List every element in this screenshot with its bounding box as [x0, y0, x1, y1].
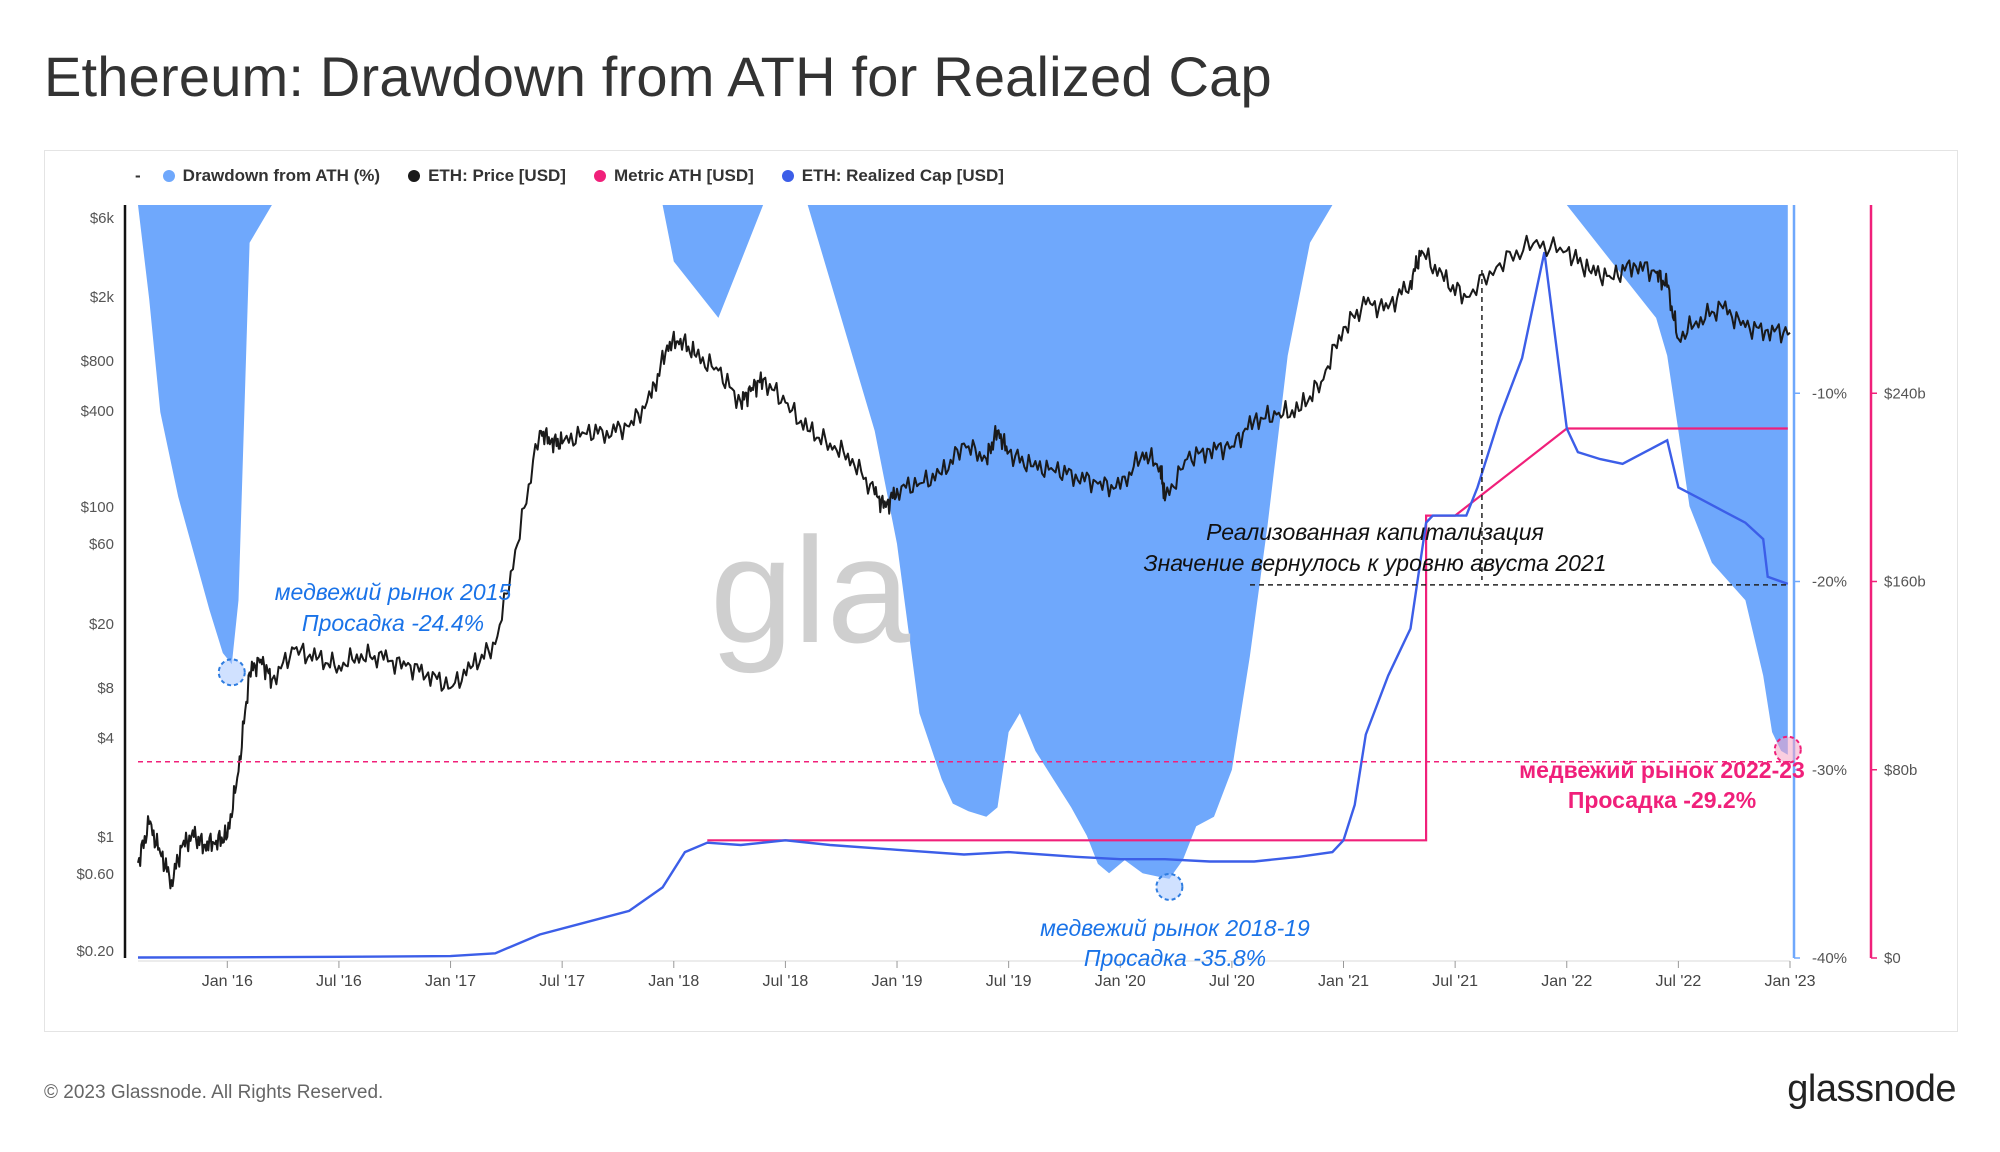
x-tick-label: Jul '16 [316, 973, 362, 990]
brand-logo: glassnode [1787, 1068, 1956, 1110]
bear-2022-title: медвежий рынок 2022-23 [1519, 757, 1805, 783]
price-line [137, 234, 1791, 890]
y-drawdown-tick-label: -20% [1812, 574, 1847, 591]
bear-2015-drawdown: Просадка -24.4% [302, 610, 484, 636]
legend-label: Metric ATH [USD] [613, 166, 754, 185]
y-realized-tick-label: $0 [1884, 950, 1901, 967]
bear-2022-marker [1773, 735, 1802, 764]
x-tick-label: Jan '20 [1095, 973, 1146, 990]
y-left-tick-label: $2k [90, 289, 115, 306]
copyright-text: © 2023 Glassnode. All Rights Reserved. [44, 1082, 384, 1103]
x-tick-label: Jul '18 [763, 973, 809, 990]
x-tick-label: Jan '16 [202, 973, 253, 990]
x-tick-label: Jul '21 [1432, 973, 1478, 990]
axes: $6k $2k $800 $400 $100 $60 $20 $8 $4 $1 $0.60 $0.20… [76, 205, 1926, 990]
drawdown-area [138, 205, 1788, 879]
realized-note-line1: Реализованная капитализация [1206, 519, 1544, 545]
y-drawdown-tick-label: -30% [1812, 762, 1847, 779]
x-tick-label: Jan '23 [1764, 973, 1815, 990]
bear-2015-marker [217, 658, 246, 687]
y-left-tick-label: $0.20 [76, 943, 114, 960]
y-left-tick-label: $4 [97, 730, 114, 747]
realized-note-line2: Значение вернулось к уровню авуста 2021 [1143, 550, 1606, 576]
price-series [137, 234, 1791, 890]
bear-2022-drawdown: Просадка -29.2% [1568, 787, 1756, 813]
watermark: gla [710, 506, 911, 674]
y-left-tick-label: $6k [90, 210, 115, 227]
legend-dash[interactable]: - [135, 166, 141, 185]
y-drawdown-tick-label: -40% [1812, 950, 1847, 967]
x-tick-label: Jul '19 [986, 973, 1032, 990]
x-tick-label: Jan '21 [1318, 973, 1369, 990]
legend-label: ETH: Price [USD] [428, 166, 566, 185]
legend-item-realized-cap[interactable]: ETH: Realized Cap [USD] [781, 166, 1004, 186]
x-tick-label: Jan '19 [871, 973, 922, 990]
annotations: медвежий рынок 2015 Просадка -24.4% медвеж… [138, 270, 1805, 971]
legend-item-drawdown[interactable]: Drawdown from ATH (%) [162, 166, 381, 186]
bear-2018-marker [1155, 872, 1184, 901]
x-tick-label: Jul '22 [1656, 973, 1702, 990]
realized-cap-line [137, 251, 1789, 959]
bear-2015-title: медвежий рынок 2015 [275, 579, 512, 605]
y-drawdown-tick-label: -10% [1812, 385, 1847, 402]
y-left-tick-label: $100 [81, 499, 114, 516]
realized-cap-series [137, 251, 1789, 959]
x-tick-label: Jul '17 [539, 973, 585, 990]
y-left-tick-label: $60 [89, 536, 114, 553]
y-left-tick-label: $20 [89, 616, 114, 633]
y-left-tick-label: $800 [81, 353, 114, 370]
legend-dot-icon [781, 170, 794, 182]
y-left-tick-label: $8 [97, 680, 114, 697]
drawdown-area-series [138, 205, 1788, 879]
legend-label: Drawdown from ATH (%) [182, 166, 381, 185]
x-tick-label: Jan '22 [1541, 973, 1592, 990]
y-realized-tick-label: $160b [1884, 574, 1926, 591]
y-left-tick-label: $400 [81, 403, 114, 420]
page-title: Ethereum: Drawdown from ATH for Realized… [44, 45, 1272, 108]
x-tick-label: Jan '17 [425, 973, 476, 990]
y-realized-tick-label: $240b [1884, 385, 1926, 402]
legend-item-metric-ath[interactable]: Metric ATH [USD] [593, 166, 754, 186]
y-left-tick-label: $0.60 [76, 866, 114, 883]
legend: - Drawdown from ATH (%) ETH: Price [USD]… [135, 166, 1004, 186]
bear-2018-title: медвежий рынок 2018-19 [1040, 915, 1310, 941]
legend-dot-icon [593, 170, 606, 182]
bear-2018-drawdown: Просадка -35.8% [1084, 945, 1266, 971]
y-left-tick-label: $1 [97, 829, 114, 846]
legend-dot-icon [408, 170, 421, 182]
x-tick-label: Jan '18 [648, 973, 699, 990]
x-tick-label: Jul '20 [1209, 973, 1255, 990]
legend-dot-icon [162, 170, 175, 182]
legend-item-price[interactable]: ETH: Price [USD] [408, 166, 566, 186]
y-realized-tick-label: $80b [1884, 762, 1917, 779]
legend-label: ETH: Realized Cap [USD] [801, 166, 1004, 185]
